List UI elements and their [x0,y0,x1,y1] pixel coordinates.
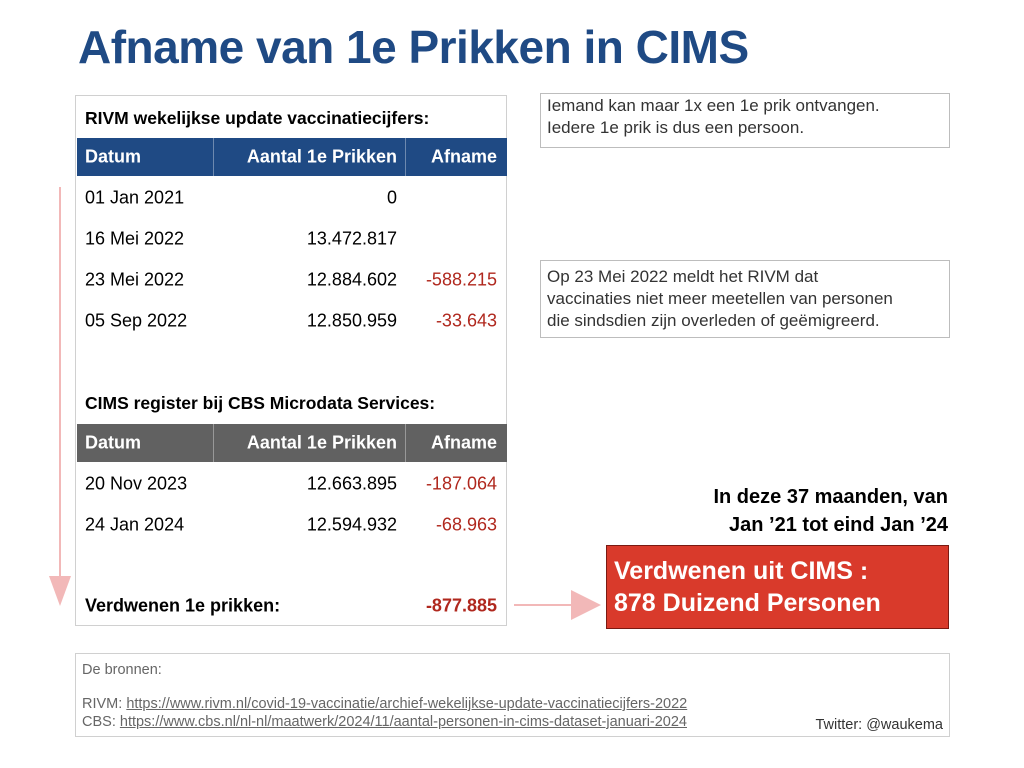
table-row: 24 Jan 2024 12.594.932 -68.963 [77,505,507,545]
highlight-box: Verdwenen uit CIMS : 878 Duizend Persone… [606,545,949,629]
source-cbs-link[interactable]: https://www.cbs.nl/nl-nl/maatwerk/2024/1… [119,714,687,730]
row-count: 0 [386,187,397,208]
row-decrease: -187.064 [425,473,497,494]
note-line: Iedere 1e prik is dus een persoon. [547,118,805,137]
col-header-date: Datum [85,432,142,453]
row-count: 12.884.602 [306,269,397,290]
total-row: Verdwenen 1e prikken: -877.885 [77,586,507,626]
row-count: 12.850.959 [306,310,397,331]
note-first-dose: Iemand kan maar 1x een 1e prik ontvangen… [540,93,950,148]
cims-table-header: Datum Aantal 1e Prikken Afname [77,424,507,462]
note-line: vaccinaties niet meer meetellen van pers… [547,289,893,308]
row-date: 01 Jan 2021 [85,187,185,208]
highlight-line: 878 Duizend Personen [614,589,881,617]
col-header-decrease: Afname [430,146,497,167]
twitter-handle: Twitter: @waukema [815,717,943,733]
row-decrease: -33.643 [435,310,497,331]
table-row: 01 Jan 2021 0 [77,178,507,218]
source-rivm: RIVM: https://www.rivm.nl/covid-19-vacci… [82,696,687,712]
col-header-decrease: Afname [430,432,497,453]
row-count: 12.663.895 [306,473,397,494]
table-row: 20 Nov 2023 12.663.895 -187.064 [77,464,507,504]
highlight-line: Verdwenen uit CIMS : [614,557,869,585]
source-prefix: RIVM: [82,696,127,712]
page-title: Afname van 1e Prikken in CIMS [78,21,749,73]
row-count: 13.472.817 [306,228,397,249]
sources-label: De bronnen: [82,662,162,678]
table-row: 16 Mei 2022 13.472.817 [77,219,507,259]
row-date: 20 Nov 2023 [85,473,188,494]
col-header-date: Datum [85,146,142,167]
source-cbs: CBS: https://www.cbs.nl/nl-nl/maatwerk/2… [82,714,687,730]
row-decrease: -68.963 [435,514,497,535]
col-header-count: Aantal 1e Prikken [246,146,397,167]
row-date: 24 Jan 2024 [85,514,185,535]
note-line: Iemand kan maar 1x een 1e prik ontvangen… [547,96,880,115]
summary-line: Jan ’21 tot eind Jan ’24 [729,514,948,536]
source-rivm-link[interactable]: https://www.rivm.nl/covid-19-vaccinatie/… [126,696,688,712]
arrow-right-icon [571,590,601,620]
arrow-down-icon [49,576,71,606]
col-header-count: Aantal 1e Prikken [246,432,397,453]
row-count: 12.594.932 [306,514,397,535]
vaccination-table: RIVM wekelijkse update vaccinatiecijfers… [75,95,507,626]
total-label: Verdwenen 1e prikken: [85,595,281,616]
timeline-arrow-line [59,187,61,580]
row-date: 05 Sep 2022 [85,310,188,331]
source-prefix: CBS: [82,714,120,730]
note-line: die sindsdien zijn overleden of geëmigre… [547,311,880,330]
total-value: -877.885 [425,595,497,616]
table-row: 05 Sep 2022 12.850.959 -33.643 [77,301,507,341]
row-decrease: -588.215 [425,269,497,290]
sources-box: De bronnen: RIVM: https://www.rivm.nl/co… [75,653,950,737]
row-date: 23 Mei 2022 [85,269,185,290]
note-rivm-change: Op 23 Mei 2022 meldt het RIVM dat vaccin… [540,260,950,338]
result-arrow-line [514,604,574,606]
period-summary: In deze 37 maanden, van Jan ’21 tot eind… [713,483,948,539]
rivm-section-title: RIVM wekelijkse update vaccinatiecijfers… [85,108,430,128]
note-line: Op 23 Mei 2022 meldt het RIVM dat [547,267,819,286]
rivm-table-header: Datum Aantal 1e Prikken Afname [77,138,507,176]
cims-section-title: CIMS register bij CBS Microdata Services… [85,393,436,413]
summary-line: In deze 37 maanden, van [713,486,948,508]
table-row: 23 Mei 2022 12.884.602 -588.215 [77,260,507,300]
row-date: 16 Mei 2022 [85,228,185,249]
